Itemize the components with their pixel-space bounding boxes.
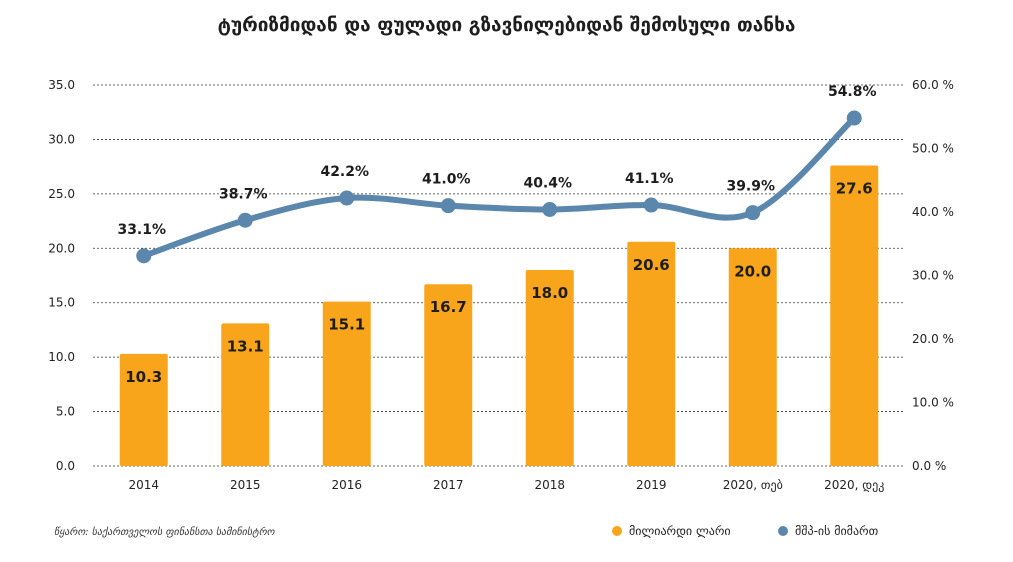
x-tick-label: 2014 <box>128 478 159 492</box>
bar-series: 10.3 13.1 15.1 16.7 18.0 20.6 20.0 27.6 <box>119 165 879 466</box>
y-right-tick-label: 30.0 % <box>912 269 954 283</box>
bar <box>119 353 168 466</box>
line-point <box>745 205 761 221</box>
y-right-tick-label: 10.0 % <box>912 396 954 410</box>
line-point <box>440 198 456 214</box>
legend-line-label: მშპ-ის მიმართ <box>795 524 879 538</box>
y-right-tick-label: 0.0 % <box>912 459 946 473</box>
bar-data-label: 15.1 <box>328 316 365 334</box>
line-data-label: 41.0% <box>422 172 471 188</box>
bar <box>424 284 473 466</box>
legend-bar-swatch <box>612 526 622 536</box>
bar-data-label: 20.6 <box>633 256 670 274</box>
line-point <box>339 190 355 206</box>
bar-data-label: 10.3 <box>125 368 162 386</box>
line-data-label: 33.1% <box>117 222 166 238</box>
y-left-tick-label: 20.0 <box>48 241 75 255</box>
line-data-label: 40.4% <box>523 175 572 191</box>
line-point <box>136 248 152 264</box>
bar-data-label: 20.0 <box>734 262 771 280</box>
chart-title: ტურიზმიდან და ფულადი გზავნილებიდან შემოს… <box>217 14 796 36</box>
y-left-tick-label: 25.0 <box>48 187 75 201</box>
legend-item-line: მშპ-ის მიმართ <box>778 524 878 538</box>
line-data-label: 39.9% <box>726 179 775 195</box>
x-tick-label: 2015 <box>230 478 261 492</box>
y-left-tick-label: 30.0 <box>48 132 75 146</box>
bar-data-label: 27.6 <box>836 180 873 198</box>
legend-bar-label: მილიარდი ლარი <box>629 524 731 538</box>
bar <box>830 165 879 466</box>
bar <box>728 248 777 466</box>
bar <box>525 270 574 466</box>
legend-item-bars: მილიარდი ლარი <box>612 524 731 538</box>
x-tick-label: 2019 <box>636 478 667 492</box>
bar-data-label: 18.0 <box>531 284 568 302</box>
y-right-tick-label: 60.0 % <box>912 78 954 92</box>
y-left-tick-label: 15.0 <box>48 296 75 310</box>
x-tick-label: 2017 <box>433 478 464 492</box>
y-left-tick-label: 10.0 <box>48 350 75 364</box>
bar-data-label: 13.1 <box>227 337 264 355</box>
y-right-tick-label: 40.0 % <box>912 205 954 219</box>
y-right-tick-label: 50.0 % <box>912 142 954 156</box>
x-tick-label: 2016 <box>331 478 362 492</box>
x-tick-label: 2018 <box>534 478 565 492</box>
line-data-label: 38.7% <box>219 186 268 202</box>
x-tick-label: 2020, დეკ <box>824 478 884 492</box>
line-data-label: 42.2% <box>320 164 369 180</box>
line-point <box>542 201 558 217</box>
line-point <box>846 110 862 126</box>
bar-data-label: 16.7 <box>430 298 467 316</box>
legend-line-swatch <box>778 526 788 536</box>
line-point <box>237 212 253 228</box>
bar <box>322 301 371 466</box>
line-data-label: 54.8% <box>828 84 877 100</box>
y-left-tick-label: 0.0 <box>56 459 75 473</box>
source-note: წყარო: საქართველოს ფინანსთა სამინისტრო <box>54 527 275 538</box>
line-series: 33.1% 38.7% 42.2% 41.0% 40.4% 41.1% 39.9% 54.8% <box>117 84 877 264</box>
y-left-tick-label: 5.0 <box>56 405 75 419</box>
bar <box>627 241 676 466</box>
bar <box>221 323 270 466</box>
y-right-tick-label: 20.0 % <box>912 332 954 346</box>
axis-labels: 0.0 5.0 10.0 15.0 20.0 25.0 30.0 35.0 0.0 % 10.0 … <box>48 78 954 492</box>
line-point <box>643 197 659 213</box>
y-left-tick-label: 35.0 <box>48 78 75 92</box>
line-data-label: 41.1% <box>625 171 674 187</box>
x-tick-label: 2020, თებ <box>723 478 783 492</box>
grid-lines <box>93 84 905 467</box>
